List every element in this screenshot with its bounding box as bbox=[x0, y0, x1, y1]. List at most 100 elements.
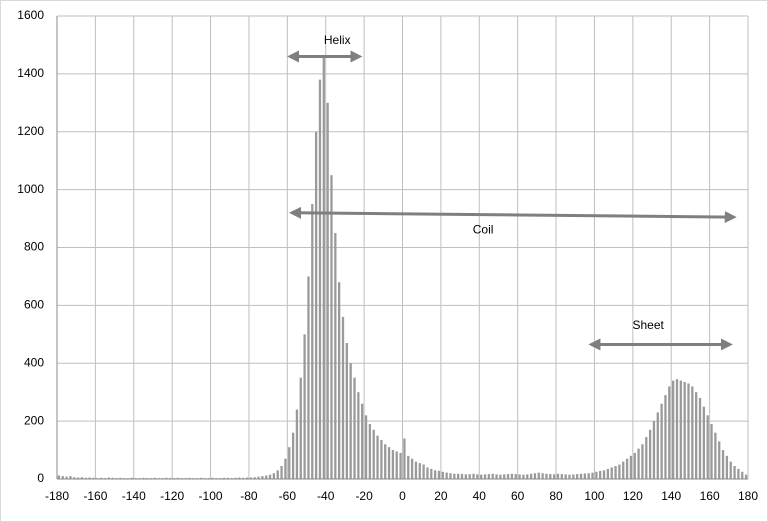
x-tick-label: -120 bbox=[160, 489, 184, 503]
bar bbox=[629, 455, 633, 479]
bar bbox=[491, 473, 494, 479]
bar bbox=[668, 386, 671, 479]
bar bbox=[272, 473, 276, 479]
bar bbox=[664, 395, 667, 479]
bar bbox=[73, 477, 76, 479]
bar bbox=[568, 474, 571, 479]
bar bbox=[721, 450, 725, 479]
bar bbox=[361, 403, 364, 479]
bar bbox=[142, 477, 145, 479]
bar bbox=[418, 463, 421, 479]
bar bbox=[625, 458, 629, 479]
bar bbox=[487, 474, 491, 479]
bar bbox=[238, 477, 241, 479]
bar bbox=[741, 471, 744, 479]
bar bbox=[84, 477, 87, 479]
bar bbox=[449, 473, 452, 479]
bar bbox=[268, 474, 272, 479]
bar bbox=[280, 465, 283, 479]
x-tick-label: -60 bbox=[279, 489, 297, 503]
bar bbox=[472, 473, 475, 479]
bar bbox=[242, 477, 245, 479]
annotation-label: Coil bbox=[473, 222, 494, 236]
y-tick-label: 800 bbox=[24, 240, 44, 254]
x-tick-label: 0 bbox=[399, 489, 406, 503]
bar bbox=[311, 204, 314, 479]
bar bbox=[645, 437, 648, 479]
bar bbox=[249, 477, 253, 479]
x-tick-label: 120 bbox=[623, 489, 643, 503]
bar bbox=[495, 474, 498, 479]
bar bbox=[460, 474, 464, 479]
bar bbox=[368, 424, 372, 479]
bar bbox=[341, 316, 345, 479]
bar bbox=[395, 451, 398, 479]
bar bbox=[414, 461, 418, 479]
bar bbox=[622, 461, 625, 479]
bar bbox=[671, 380, 675, 479]
bar bbox=[288, 447, 291, 479]
bar bbox=[564, 474, 567, 479]
bar bbox=[648, 429, 652, 479]
bar bbox=[318, 79, 322, 479]
bar bbox=[284, 458, 287, 479]
bar bbox=[714, 432, 717, 479]
x-tick-label: 60 bbox=[511, 489, 525, 503]
annotation-arrow bbox=[289, 206, 737, 224]
bar bbox=[130, 477, 134, 479]
bar bbox=[468, 474, 471, 479]
x-tick-label: -140 bbox=[122, 489, 146, 503]
x-tick-label: 140 bbox=[661, 489, 681, 503]
bar bbox=[583, 473, 586, 479]
bar bbox=[441, 471, 444, 479]
bar bbox=[587, 473, 590, 479]
bar bbox=[307, 276, 310, 479]
bar bbox=[725, 455, 729, 479]
bar bbox=[706, 415, 709, 479]
bar bbox=[499, 474, 502, 479]
y-tick-label: 0 bbox=[37, 471, 44, 485]
bar bbox=[107, 477, 110, 479]
bar bbox=[445, 472, 448, 479]
x-tick-label: 80 bbox=[549, 489, 563, 503]
annotation-label: Helix bbox=[324, 33, 351, 47]
bar bbox=[211, 477, 214, 479]
x-tick-label: 100 bbox=[584, 489, 604, 503]
bar bbox=[526, 474, 529, 479]
bar bbox=[560, 474, 563, 479]
bar bbox=[522, 474, 525, 479]
bar bbox=[691, 386, 694, 479]
bar bbox=[660, 403, 663, 479]
bar bbox=[599, 470, 602, 479]
bar bbox=[257, 476, 260, 479]
bar bbox=[687, 383, 690, 479]
bar bbox=[457, 473, 460, 479]
bar bbox=[57, 475, 61, 479]
bar bbox=[618, 464, 621, 479]
bar bbox=[384, 444, 387, 479]
bar bbox=[426, 467, 429, 479]
bar bbox=[480, 474, 483, 479]
bar bbox=[483, 474, 487, 479]
bar bbox=[322, 56, 325, 479]
bar bbox=[261, 476, 264, 479]
bar bbox=[464, 474, 467, 479]
x-tick-label: -180 bbox=[45, 489, 69, 503]
bar bbox=[176, 477, 180, 479]
bar bbox=[199, 477, 203, 479]
bar bbox=[453, 473, 456, 479]
bar bbox=[533, 473, 537, 479]
bar bbox=[165, 477, 168, 479]
bar bbox=[602, 470, 606, 479]
bar bbox=[518, 474, 521, 479]
bar bbox=[698, 397, 702, 479]
x-tick-label: 20 bbox=[434, 489, 448, 503]
bar bbox=[510, 473, 514, 479]
bar bbox=[633, 452, 636, 479]
bar bbox=[391, 450, 395, 479]
bar bbox=[99, 477, 103, 479]
x-tick-label: 180 bbox=[738, 489, 758, 503]
bar bbox=[656, 412, 659, 479]
bar bbox=[234, 477, 237, 479]
bar bbox=[353, 377, 356, 479]
